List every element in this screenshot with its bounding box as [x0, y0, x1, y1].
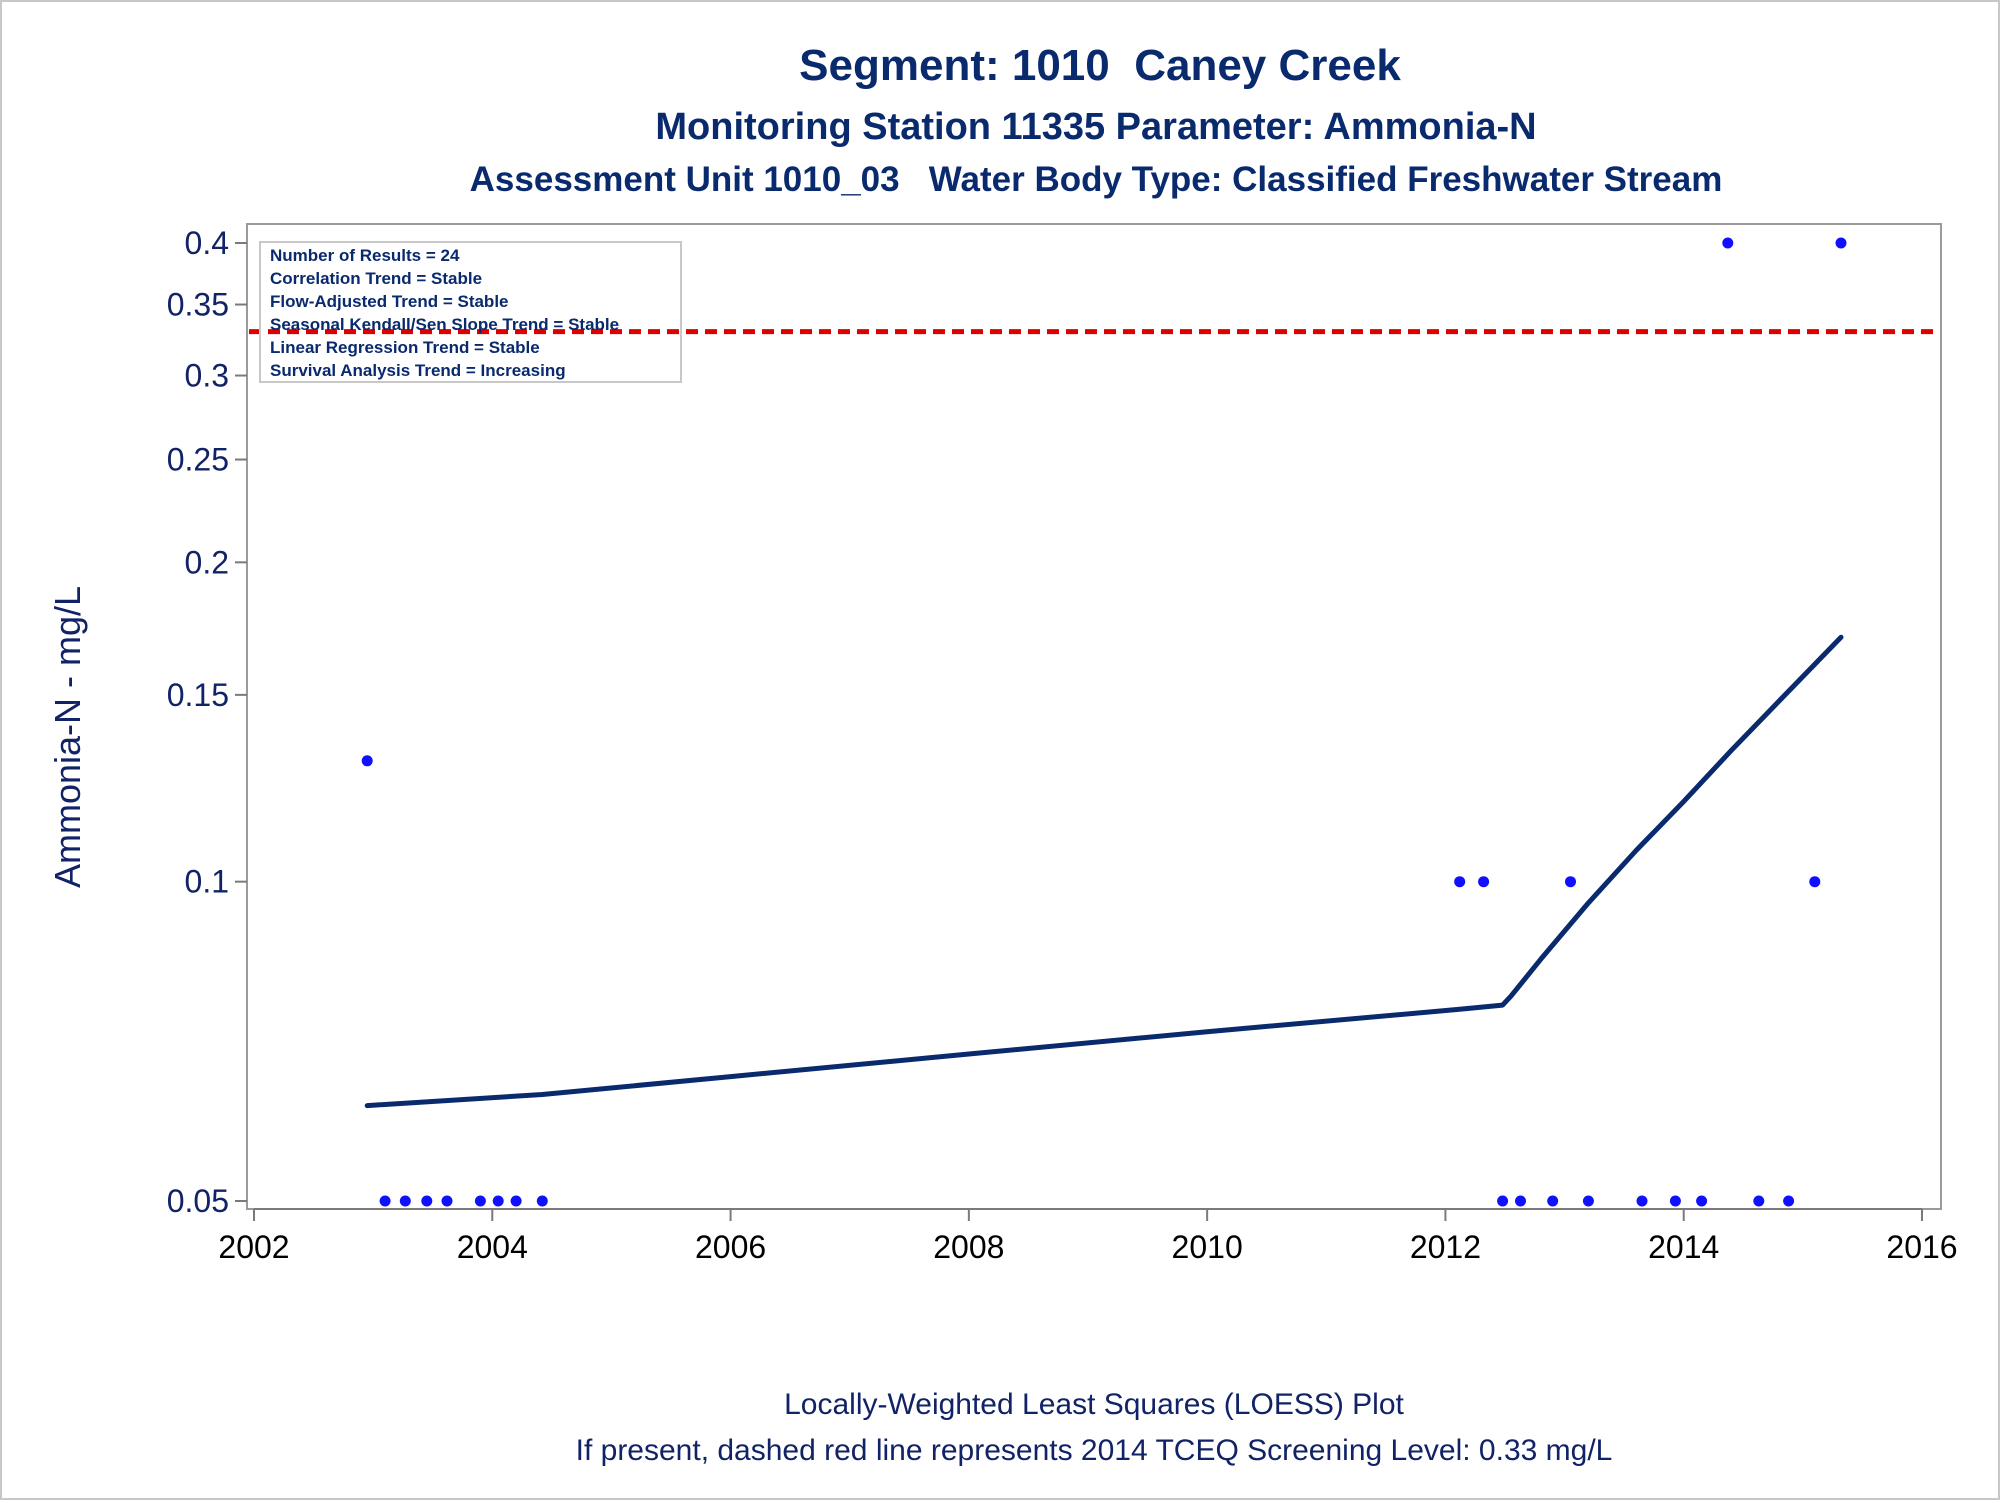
y-tick-label: 0.3 — [185, 358, 229, 394]
x-tick-label: 2016 — [1886, 1229, 1957, 1265]
data-point — [474, 1195, 486, 1207]
stats-line: Flow-Adjusted Trend = Stable — [270, 292, 509, 311]
x-tick-label: 2010 — [1172, 1229, 1243, 1265]
data-point — [1783, 1195, 1795, 1207]
chart-subtitle-2: Assessment Unit 1010_03 Water Body Type:… — [470, 160, 1723, 199]
x-axis: 2002 2004 2006 2008 2010 2012 2014 2016 — [218, 1208, 1958, 1265]
data-point — [361, 755, 373, 767]
x-tick-label: 2004 — [457, 1229, 528, 1265]
chart-title: Segment: 1010 Caney Creek — [799, 41, 1401, 90]
data-point — [510, 1195, 522, 1207]
data-point — [1809, 876, 1821, 888]
x-tick-label: 2008 — [933, 1229, 1004, 1265]
x-tick-label: 2002 — [218, 1229, 289, 1265]
data-point — [1547, 1195, 1559, 1207]
data-point — [1753, 1195, 1765, 1207]
footer-line-2: If present, dashed red line represents 2… — [576, 1434, 1613, 1467]
data-point — [441, 1195, 453, 1207]
y-tick-label: 0.15 — [167, 677, 229, 713]
stats-line: Number of Results = 24 — [270, 246, 460, 265]
data-point — [1835, 237, 1847, 249]
y-tick-label: 0.05 — [167, 1183, 229, 1219]
data-point — [536, 1195, 548, 1207]
data-point — [1582, 1195, 1594, 1207]
chart-subtitle: Monitoring Station 11335 Parameter: Ammo… — [655, 106, 1536, 148]
y-tick-label: 0.2 — [185, 544, 229, 580]
data-point — [1696, 1195, 1708, 1207]
data-point — [1565, 876, 1576, 888]
footer-line-1: Locally-Weighted Least Squares (LOESS) P… — [784, 1388, 1404, 1421]
data-point — [379, 1195, 391, 1207]
loess-layer — [364, 634, 1844, 1109]
stats-line: Correlation Trend = Stable — [270, 269, 482, 288]
data-point — [399, 1195, 411, 1207]
data-point — [1497, 1195, 1509, 1207]
stats-box-frame — [259, 241, 682, 383]
stats-line: Seasonal Kendall/Sen Slope Trend = Stabl… — [270, 315, 619, 334]
x-tick-label: 2014 — [1648, 1229, 1719, 1265]
stats-line: Linear Regression Trend = Stable — [270, 338, 540, 357]
data-point — [1454, 876, 1466, 888]
y-axis-label: Ammonia-N - mg/L — [47, 586, 88, 888]
data-point — [492, 1195, 504, 1207]
loess-line — [364, 634, 1844, 1109]
y-axis: 0.05 0.1 0.15 0.2 0.25 0.3 0.35 0.4 — [167, 225, 247, 1219]
data-point — [1669, 1195, 1681, 1207]
stats-box: Number of Results = 24 Correlation Trend… — [259, 241, 682, 383]
plot-area — [246, 223, 1942, 1210]
x-tick-label: 2006 — [695, 1229, 766, 1265]
y-tick-label: 0.35 — [167, 287, 229, 323]
points-layer — [361, 237, 1847, 1207]
data-point — [1515, 1195, 1526, 1207]
data-point — [421, 1195, 433, 1207]
x-tick-label: 2012 — [1410, 1229, 1481, 1265]
stats-line: Survival Analysis Trend = Increasing — [270, 361, 566, 380]
y-tick-label: 0.1 — [185, 864, 229, 900]
data-point — [1722, 237, 1734, 249]
data-point — [1636, 1195, 1648, 1207]
data-point — [1478, 876, 1490, 888]
y-tick-label: 0.4 — [185, 225, 229, 261]
y-tick-label: 0.25 — [167, 442, 229, 478]
